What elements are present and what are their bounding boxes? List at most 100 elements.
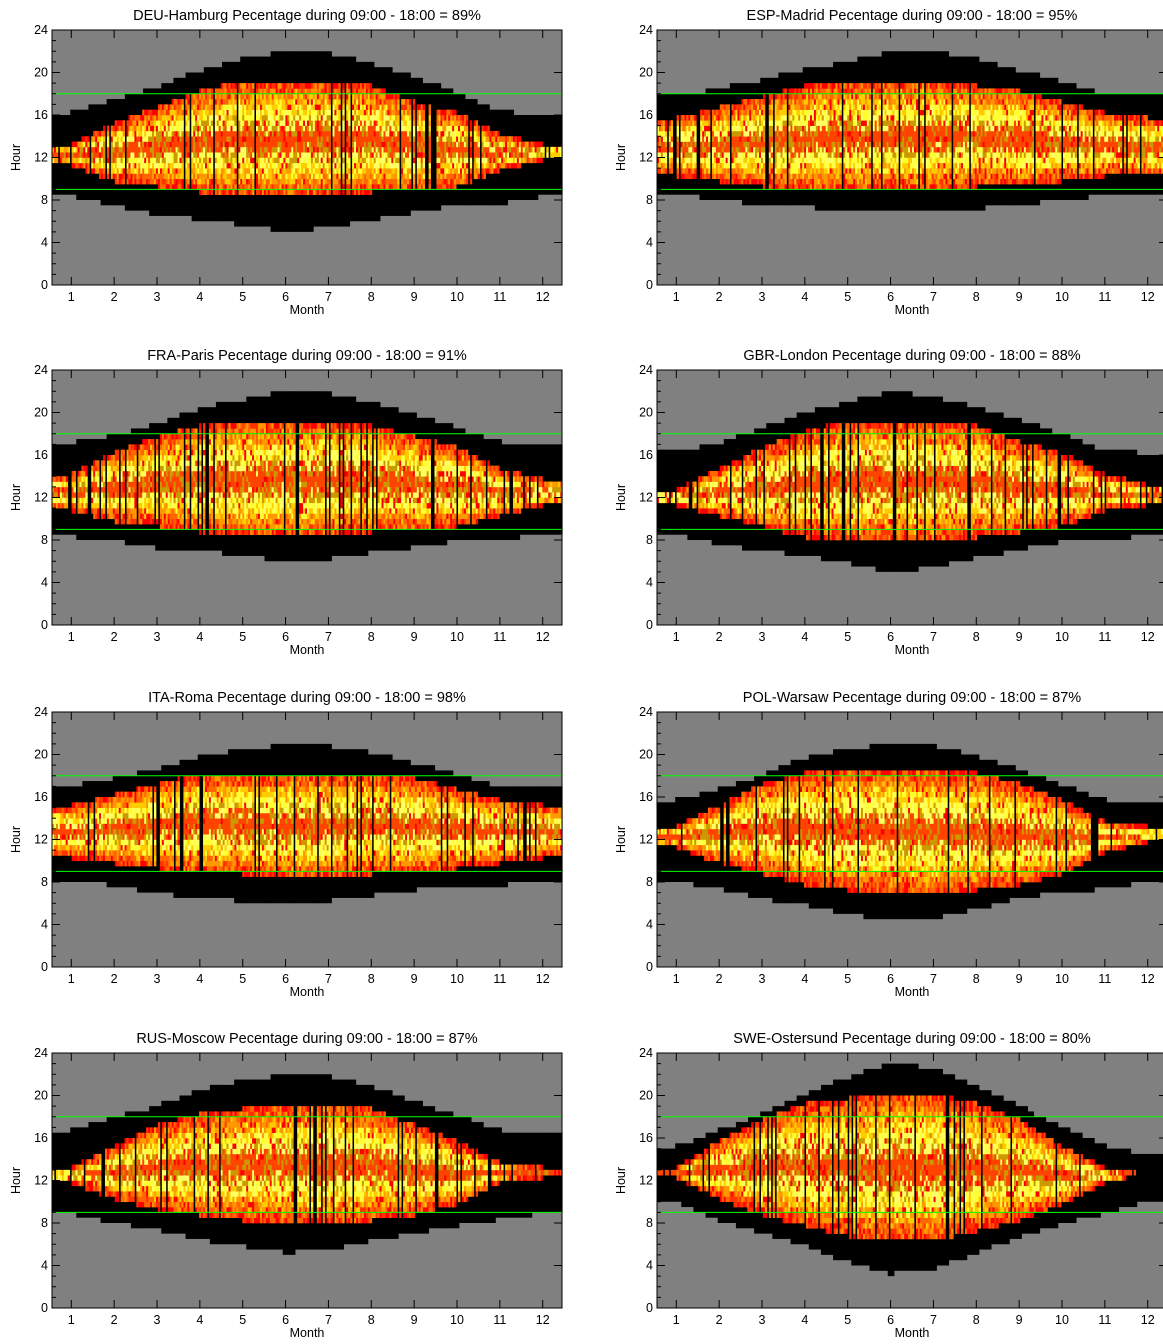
sunshine-cell (440, 130, 443, 137)
sunshine-cell (534, 146, 537, 153)
sunshine-cell (116, 141, 120, 148)
sunshine-cell (226, 109, 229, 116)
sunshine-cell (774, 136, 778, 142)
sunshine-cell (383, 125, 386, 132)
sunshine-cell (731, 168, 734, 174)
sunshine-cell (452, 162, 455, 169)
sunshine-cell (684, 130, 687, 137)
sunshine-cell (418, 115, 422, 121)
sunshine-cell (165, 146, 169, 153)
sunshine-cell (487, 152, 490, 158)
sunshine-cell (481, 141, 484, 148)
sunshine-cell (134, 120, 137, 126)
sunshine-cell (210, 189, 214, 195)
sunshine-cell (802, 168, 805, 174)
sunshine-cell (269, 99, 273, 105)
sunshine-cell (440, 184, 443, 190)
sunshine-cell (75, 152, 78, 158)
sunshine-cell (267, 152, 271, 158)
sunshine-cell (163, 136, 167, 142)
sunshine-cell (222, 146, 226, 153)
sunshine-cell (790, 152, 793, 158)
sunshine-cell (556, 146, 559, 153)
sunshine-cell (446, 136, 449, 142)
sunshine-cell (281, 130, 284, 137)
sunshine-cell (328, 173, 331, 180)
sunshine-cell (265, 88, 269, 95)
sunshine-cell (825, 162, 829, 169)
sunshine-cell (316, 173, 320, 180)
sunshine-cell (715, 141, 719, 148)
sunshine-cell (155, 152, 159, 158)
sunshine-cell (342, 173, 345, 180)
sunshine-cell (662, 130, 666, 137)
sunshine-cell (214, 168, 218, 174)
sunshine-cell (536, 157, 539, 164)
sunshine-cell (152, 141, 155, 148)
sunshine-cell (275, 178, 278, 185)
sunshine-cell (175, 173, 178, 180)
sunshine-cell (715, 115, 719, 121)
sunshine-cell (688, 120, 691, 126)
sunshine-cell (216, 99, 220, 105)
sunshine-cell (161, 162, 165, 169)
sunshine-cell (283, 152, 286, 158)
sunshine-cell (263, 189, 267, 195)
sunshine-cell (324, 104, 328, 110)
sunshine-cell (301, 125, 304, 132)
sunshine-cell (346, 162, 349, 169)
sunshine-cell (295, 146, 298, 153)
sunshine-cell (346, 83, 349, 89)
sunshine-cell (316, 104, 320, 110)
sunshine-cell (379, 152, 382, 158)
sunshine-cell (436, 184, 439, 190)
sunshine-cell (819, 146, 823, 153)
sunshine-cell (185, 125, 188, 132)
sunshine-cell (179, 125, 182, 132)
sunshine-cell (401, 184, 404, 190)
sunshine-cell (116, 162, 120, 169)
sunshine-cell (348, 168, 351, 174)
sunshine-cell (725, 120, 729, 126)
sunshine-cell (835, 173, 838, 180)
sunshine-cell (737, 136, 740, 142)
sunshine-cell (234, 99, 237, 105)
sunshine-cell (817, 109, 821, 116)
sunshine-cell (324, 173, 328, 180)
sunshine-cell (839, 130, 842, 137)
sunshine-cell (281, 146, 284, 153)
sunshine-cell (788, 115, 791, 121)
sunshine-cell (348, 115, 351, 121)
sunshine-cell (291, 189, 294, 195)
sunshine-cell (206, 168, 210, 174)
sunshine-cell (179, 157, 182, 164)
sunshine-cell (210, 162, 214, 169)
sunshine-cell (839, 125, 842, 132)
sunshine-cell (356, 178, 359, 185)
sunshine-cell (367, 83, 371, 89)
sunshine-cell (244, 125, 247, 132)
sunshine-cell (745, 162, 748, 169)
sunshine-cell (257, 130, 261, 137)
sunshine-cell (381, 162, 384, 169)
sunshine-cell (493, 162, 496, 169)
sunshine-cell (784, 99, 787, 105)
sunshine-cell (711, 125, 715, 132)
sunshine-cell (177, 115, 180, 121)
sunshine-cell (798, 125, 801, 132)
sunshine-cell (810, 115, 813, 121)
sunshine-cell (465, 141, 469, 148)
sunshine-cell (737, 125, 740, 132)
sunshine-cell (240, 152, 243, 158)
sunshine-cell (448, 178, 451, 185)
sunshine-cell (477, 141, 481, 148)
sunshine-cell (835, 130, 838, 137)
sunshine-cell (762, 125, 766, 132)
sunshine-cell (670, 130, 674, 137)
sunshine-cell (242, 125, 245, 132)
sunshine-cell (660, 146, 664, 153)
sunshine-cell (354, 83, 357, 89)
sunshine-cell (438, 120, 441, 126)
sunshine-cell (271, 141, 275, 148)
sunshine-cell (463, 146, 467, 153)
